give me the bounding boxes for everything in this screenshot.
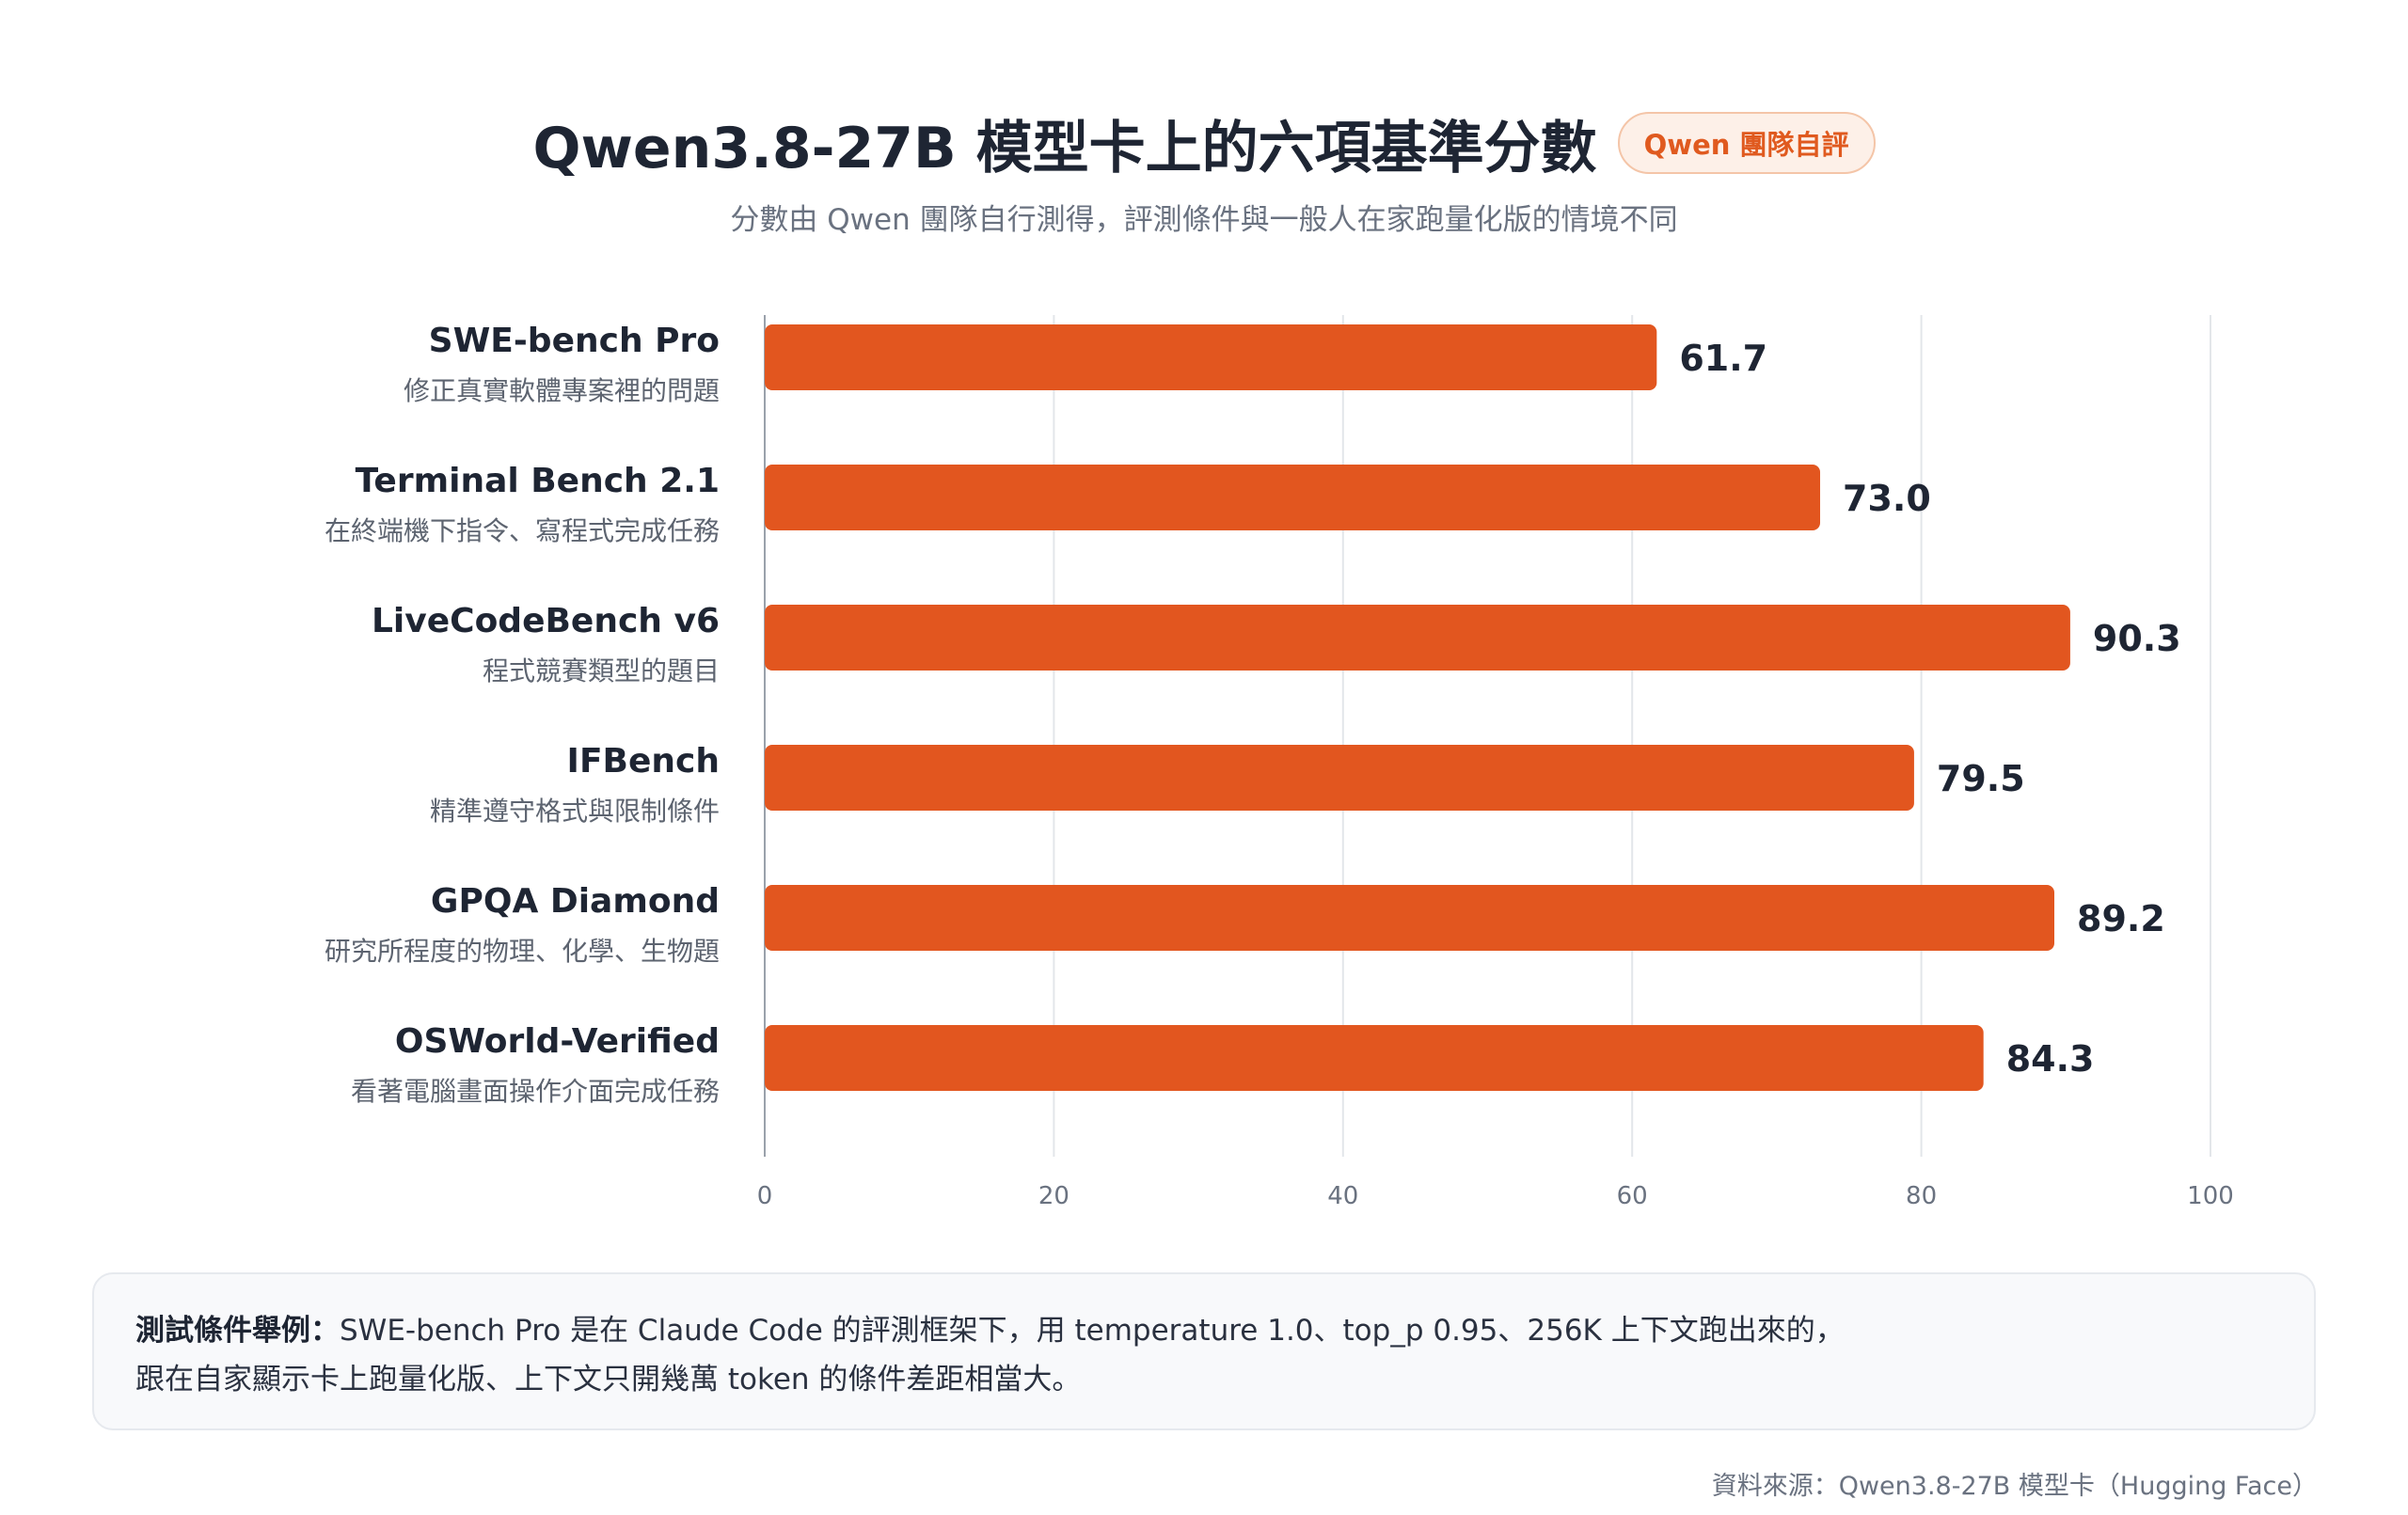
bar (765, 605, 2070, 671)
x-tick-label: 80 (1906, 1182, 1937, 1210)
bar (765, 1025, 1984, 1091)
benchmark-bar-chart: 61.7 73.0 90.3 79.5 89.2 84.3 SWE-bench Pro 修正… (325, 315, 2234, 1210)
self-eval-badge: Qwen 團隊自評 (1617, 112, 1876, 174)
category-description: 精準遵守格式與限制條件 (430, 796, 720, 827)
category-description: 程式競賽類型的題目 (483, 655, 720, 686)
category-label: OSWorld-Verified (395, 1022, 720, 1061)
category-description: 研究所程度的物理、化學、生物題 (325, 936, 720, 967)
category-label: IFBench (567, 742, 720, 781)
category-description: 在終端機下指令、寫程式完成任務 (325, 515, 720, 546)
x-tick-label: 100 (2187, 1182, 2234, 1210)
bar (765, 324, 1657, 390)
category-label: GPQA Diamond (431, 882, 720, 921)
note-label: 測試條件舉例： (135, 1314, 340, 1348)
x-tick-label: 60 (1617, 1182, 1648, 1210)
bar (765, 745, 1914, 811)
category-label: LiveCodeBench v6 (372, 602, 720, 640)
page-title: Qwen3.8-27B 模型卡上的六項基準分數 (532, 115, 1597, 181)
bar-value-label: 89.2 (2077, 898, 2165, 939)
category-label: SWE-bench Pro (429, 322, 720, 360)
category-labels: SWE-bench Pro 修正真實軟體專案裡的問題 Terminal Bench … (325, 322, 720, 1107)
x-tick-label: 20 (1038, 1182, 1069, 1210)
bar-value-label: 61.7 (1679, 338, 1767, 379)
bar-value-label: 90.3 (2093, 618, 2181, 659)
data-source: 資料來源：Qwen3.8-27B 模型卡（Hugging Face） (1711, 1472, 2318, 1501)
page-subtitle: 分數由 Qwen 團隊自行測得，評測條件與一般人在家跑量化版的情境不同 (730, 203, 1678, 237)
bar-value-label: 84.3 (2006, 1038, 2095, 1080)
bar-value-label: 73.0 (1843, 478, 1931, 519)
grid-lines (764, 315, 2211, 1157)
category-description: 修正真實軟體專案裡的問題 (404, 375, 720, 406)
x-axis-ticks: 0 20 40 60 80 100 (757, 1182, 2234, 1210)
note-line-1: 測試條件舉例：SWE-bench Pro 是在 Claude Code 的評測框… (135, 1306, 2273, 1355)
bar-value-label: 79.5 (1937, 758, 2025, 799)
category-description: 看著電腦畫面操作介面完成任務 (351, 1076, 720, 1107)
bar (765, 885, 2055, 951)
category-label: Terminal Bench 2.1 (356, 462, 720, 500)
note-text-1: SWE-bench Pro 是在 Claude Code 的評測框架下，用 te… (340, 1314, 1845, 1348)
title-row: Qwen3.8-27B 模型卡上的六項基準分數 Qwen 團隊自評 (0, 94, 2408, 192)
x-tick-label: 0 (757, 1182, 773, 1210)
bars: 61.7 73.0 90.3 79.5 89.2 84.3 (765, 324, 2181, 1091)
bar (765, 465, 1821, 530)
note-text-2: 跟在自家顯示卡上跑量化版、上下文只開幾萬 token 的條件差距相當大。 (135, 1363, 1082, 1397)
test-conditions-note: 測試條件舉例：SWE-bench Pro 是在 Claude Code 的評測框… (92, 1272, 2316, 1430)
x-tick-label: 40 (1327, 1182, 1358, 1210)
